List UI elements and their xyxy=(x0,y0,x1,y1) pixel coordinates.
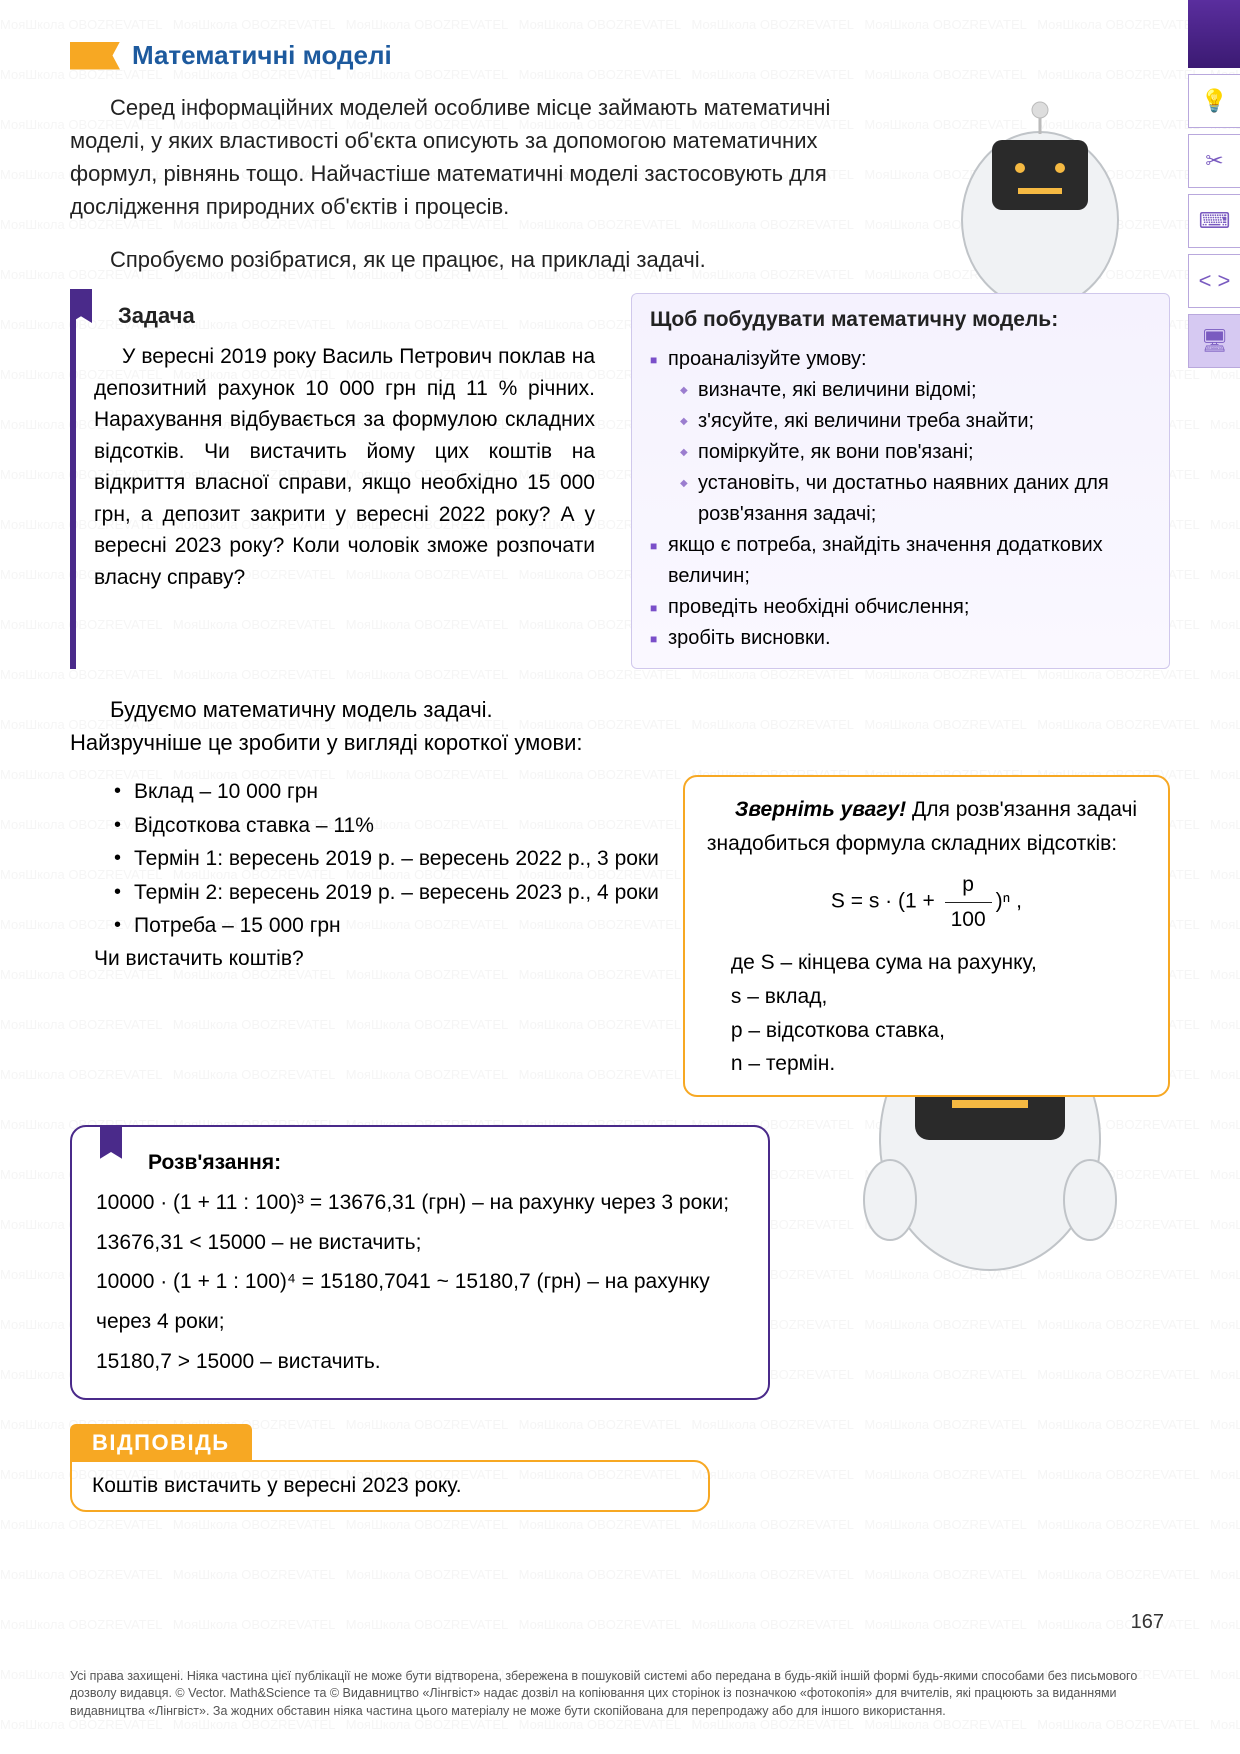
solution-title: Розв'язання: xyxy=(148,1151,281,1174)
formula-legend: де S – кінцева сума на рахунку, s – вкла… xyxy=(707,946,1146,1080)
solution-line: 15180,7 > 15000 – вистачить. xyxy=(96,1342,744,1382)
steps-item: зробіть висновки. xyxy=(650,623,1151,654)
flag-icon xyxy=(70,42,120,70)
answer-tab: ВІДПОВІДЬ xyxy=(70,1424,252,1462)
computer-icon: 🖥 xyxy=(1201,328,1229,354)
section-title: Математичні моделі xyxy=(132,40,392,71)
problem-text: У вересні 2019 року Василь Петрович покл… xyxy=(94,341,595,593)
formula-box: Зверніть увагу! Для розв'язання задачі з… xyxy=(683,775,1170,1097)
solution-box: Розв'язання: 10000 · (1 + 11 : 100)³ = 1… xyxy=(70,1125,770,1400)
tab-code: < > xyxy=(1188,254,1240,308)
solution-line: 10000 · (1 + 1 : 100)⁴ = 15180,7041 ~ 15… xyxy=(96,1262,744,1342)
answer-section: ВІДПОВІДЬ Коштів вистачить у вересні 202… xyxy=(70,1424,1170,1512)
steps-item: проаналізуйте умову:визначте, які величи… xyxy=(650,344,1151,530)
page-number: 167 xyxy=(1131,1611,1164,1634)
build-text: Будуємо математичну модель задачі. Найзр… xyxy=(70,693,1170,759)
section-heading: Математичні моделі xyxy=(70,40,1170,71)
model-item: Відсоткова ставка – 11% xyxy=(110,809,659,843)
model-item: Вклад – 10 000 грн xyxy=(110,775,659,809)
legend-line: n – термін. xyxy=(707,1047,1146,1081)
copyright-notice: Усі права захищені. Ніяка частина цієї п… xyxy=(70,1668,1150,1721)
steps-list: проаналізуйте умову:визначте, які величи… xyxy=(650,344,1151,654)
steps-title: Щоб побудувати математичну модель: xyxy=(650,308,1151,332)
corner-block xyxy=(1188,0,1240,68)
solution-line: 10000 · (1 + 11 : 100)³ = 13676,31 (грн)… xyxy=(96,1183,744,1223)
bookmark-icon xyxy=(70,289,92,323)
legend-line: де S – кінцева сума на рахунку, xyxy=(707,946,1146,980)
formula-expression: S = s · (1 + p100)ⁿ , xyxy=(707,868,1146,936)
formula-lead: Зверніть увагу! Для розв'язання задачі з… xyxy=(707,793,1146,860)
steps-item: якщо є потреба, знайдіть значення додатк… xyxy=(650,530,1151,592)
keyboard-icon: ⌨ xyxy=(1199,208,1231,234)
solution-lines: 10000 · (1 + 11 : 100)³ = 13676,31 (грн)… xyxy=(96,1183,744,1382)
model-question: Чи вистачить коштів? xyxy=(70,947,659,971)
steps-subitem: поміркуйте, як вони пов'язані; xyxy=(680,437,1151,468)
model-item: Термін 1: вересень 2019 р. – вересень 20… xyxy=(110,842,659,876)
model-list: Вклад – 10 000 грнВідсоткова ставка – 11… xyxy=(70,775,659,943)
subintro-paragraph: Спробуємо розібратися, як це працює, на … xyxy=(70,247,1170,273)
steps-box: Щоб побудувати математичну модель: проан… xyxy=(631,293,1170,669)
steps-item: проведіть необхідні обчислення; xyxy=(650,592,1151,623)
tab-tools: ✂ xyxy=(1188,134,1240,188)
tab-idea: 💡 xyxy=(1188,74,1240,128)
side-tabs: 💡 ✂ ⌨ < > 🖥 xyxy=(1188,0,1240,368)
legend-line: s – вклад, xyxy=(707,980,1146,1014)
lightbulb-icon: 💡 xyxy=(1201,88,1228,114)
code-icon: < > xyxy=(1199,268,1231,294)
intro-paragraph: Серед інформаційних моделей особливе міс… xyxy=(70,91,1170,223)
formula-lead-bold: Зверніть увагу! xyxy=(735,798,906,821)
steps-subitem: з'ясуйте, які величини треба знайти; xyxy=(680,406,1151,437)
model-item: Потреба – 15 000 грн xyxy=(110,909,659,943)
problem-box: Задача У вересні 2019 року Василь Петров… xyxy=(70,293,611,669)
problem-title: Задача xyxy=(118,303,595,329)
tab-keyboard: ⌨ xyxy=(1188,194,1240,248)
steps-subitem: визначте, які величини відомі; xyxy=(680,375,1151,406)
scissors-icon: ✂ xyxy=(1205,148,1223,174)
model-item: Термін 2: вересень 2019 р. – вересень 20… xyxy=(110,876,659,910)
steps-subitem: установіть, чи достатньо наявних даних д… xyxy=(680,468,1151,530)
answer-text: Коштів вистачить у вересні 2023 року. xyxy=(92,1474,462,1497)
answer-box: Коштів вистачить у вересні 2023 року. xyxy=(70,1460,710,1512)
solution-line: 13676,31 < 15000 – не вистачить; xyxy=(96,1223,744,1263)
legend-line: p – відсоткова ставка, xyxy=(707,1014,1146,1048)
tab-computer: 🖥 xyxy=(1188,314,1240,368)
bookmark-icon xyxy=(100,1125,122,1159)
